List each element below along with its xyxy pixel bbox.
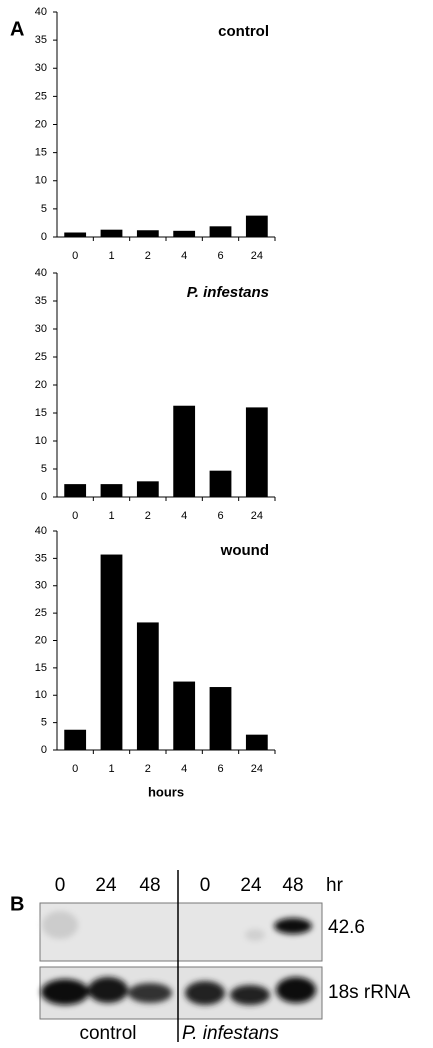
bar — [137, 622, 159, 750]
bar — [64, 233, 86, 238]
bar — [101, 484, 123, 497]
y-tick-label: 30 — [35, 323, 47, 335]
band-label: 42.6 — [328, 917, 365, 938]
y-tick-label: 20 — [35, 634, 47, 646]
x-tick-label: 24 — [251, 763, 263, 775]
x-tick-label: 0 — [72, 250, 78, 262]
x-tick-label: 2 — [145, 763, 151, 775]
y-tick-label: 0 — [41, 231, 47, 243]
y-tick-label: 10 — [35, 435, 47, 447]
page: A B 05101520253035400124624control051015… — [0, 0, 433, 1048]
y-tick-label: 40 — [35, 525, 47, 537]
x-tick-label: 2 — [145, 510, 151, 522]
y-tick-label: 15 — [35, 407, 47, 419]
y-tick-label: 25 — [35, 351, 47, 363]
x-tick-label: 6 — [217, 250, 223, 262]
lane-label: 0 — [200, 875, 211, 896]
blot — [40, 870, 322, 1042]
blot-strip — [40, 903, 322, 961]
y-tick-label: 30 — [35, 580, 47, 592]
y-tick-label: 40 — [35, 6, 47, 18]
panel-label: A — [10, 18, 24, 40]
bar — [210, 687, 232, 750]
chart-title: P. infestans — [187, 284, 269, 301]
y-tick-label: 25 — [35, 90, 47, 102]
y-tick-label: 10 — [35, 689, 47, 701]
y-tick-label: 25 — [35, 607, 47, 619]
y-tick-label: 20 — [35, 379, 47, 391]
panel-label: B — [10, 893, 24, 915]
x-tick-label: 24 — [251, 510, 263, 522]
lane-label: 48 — [139, 875, 160, 896]
chart-title: control — [218, 23, 269, 40]
lane-label: 24 — [240, 875, 262, 896]
bar — [246, 735, 268, 750]
y-tick-label: 5 — [41, 717, 47, 729]
bar — [173, 682, 195, 750]
y-tick-label: 35 — [35, 552, 47, 564]
bar — [137, 230, 159, 237]
bar — [246, 216, 268, 237]
lane-label: 0 — [55, 875, 66, 896]
x-tick-label: 1 — [108, 763, 114, 775]
y-tick-label: 10 — [35, 175, 47, 187]
x-tick-label: 0 — [72, 510, 78, 522]
y-tick-label: 30 — [35, 62, 47, 74]
y-tick-label: 0 — [41, 744, 47, 756]
y-tick-label: 40 — [35, 267, 47, 279]
x-tick-label: 0 — [72, 763, 78, 775]
x-tick-label: 6 — [217, 763, 223, 775]
x-tick-label: 1 — [108, 510, 114, 522]
y-tick-label: 15 — [35, 662, 47, 674]
bar — [173, 231, 195, 237]
group-label: control — [79, 1023, 136, 1044]
y-tick-label: 0 — [41, 491, 47, 503]
lane-label: 24 — [95, 875, 117, 896]
y-tick-label: 15 — [35, 147, 47, 159]
band-label: 18s rRNA — [328, 982, 411, 1003]
bar — [137, 481, 159, 497]
bar — [64, 484, 86, 497]
chart-title: wound — [220, 542, 269, 559]
bar — [173, 406, 195, 497]
group-label: P. infestans — [182, 1023, 279, 1044]
y-tick-label: 35 — [35, 295, 47, 307]
y-tick-label: 5 — [41, 463, 47, 475]
x-tick-label: 4 — [181, 510, 187, 522]
x-tick-label: 4 — [181, 250, 187, 262]
bar — [210, 471, 232, 497]
bar — [101, 555, 123, 750]
x-tick-label: 1 — [108, 250, 114, 262]
y-tick-label: 20 — [35, 118, 47, 130]
lane-label: 48 — [282, 875, 303, 896]
x-tick-label: 24 — [251, 250, 263, 262]
x-tick-label: 6 — [217, 510, 223, 522]
bar — [101, 230, 123, 237]
bar — [246, 407, 268, 497]
unit-label: hr — [326, 875, 344, 896]
x-tick-label: 4 — [181, 763, 187, 775]
y-tick-label: 5 — [41, 203, 47, 215]
x-axis-label: hours — [148, 784, 184, 799]
x-tick-label: 2 — [145, 250, 151, 262]
bar — [64, 730, 86, 750]
figure: A B 05101520253035400124624control051015… — [0, 0, 433, 1048]
bar — [210, 226, 232, 237]
y-tick-label: 35 — [35, 34, 47, 46]
